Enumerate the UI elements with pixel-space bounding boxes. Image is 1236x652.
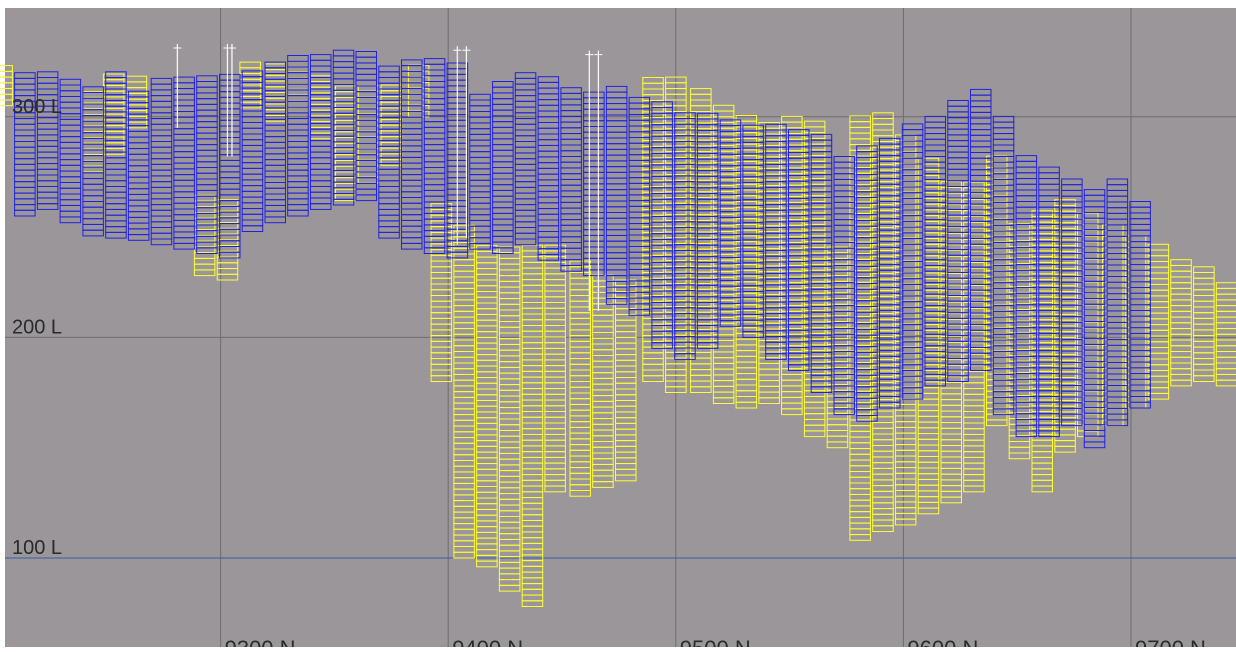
y-tick-labels: 300 L 200 L 100 L <box>12 96 62 559</box>
x-tick-label-4: 9600 N <box>907 636 978 647</box>
yellow-block-713 <box>665 76 687 84</box>
blue-block-277 <box>219 73 241 81</box>
yellow-block-970 <box>781 115 803 123</box>
blue-block-1252 <box>856 145 878 153</box>
yellow-block-1207 <box>872 112 894 120</box>
blue-block-755 <box>583 91 605 99</box>
blue-block-155 <box>127 90 150 98</box>
blue-block-1640 <box>1038 166 1060 174</box>
yellow-block-1584 <box>1031 210 1053 218</box>
yellow-block-1134 <box>849 115 871 123</box>
yellow-block-605 <box>615 279 637 287</box>
yellow-block-1535 <box>1008 223 1031 230</box>
yellow-block-1781 <box>1170 259 1192 266</box>
blue-block-1114 <box>788 129 810 136</box>
blue-block-100 <box>82 86 104 94</box>
blue-block-1544 <box>992 115 1015 123</box>
blue-block-441 <box>355 51 377 58</box>
blue-block-691 <box>537 76 560 83</box>
x-tick-label-1: 9300 N <box>225 636 296 647</box>
blue-block-49 <box>36 71 59 79</box>
yellow-block-270 <box>453 224 475 232</box>
blue-block-1204 <box>833 156 855 163</box>
yellow-block-1393 <box>940 181 962 188</box>
x-tick-label-3: 9500 N <box>680 636 751 647</box>
blue-block-333 <box>264 61 286 69</box>
blue-block-1299 <box>879 137 901 145</box>
y-tick-label-2: 200 L <box>12 316 62 338</box>
blue-block-1072 <box>765 123 787 131</box>
blue-block-1492 <box>970 88 992 96</box>
blue-block-1031 <box>742 124 764 132</box>
blue-block-184 <box>150 77 173 85</box>
blue-block-1728 <box>1083 189 1106 196</box>
blue-block-994 <box>719 119 742 127</box>
blue-block-874 <box>651 101 673 109</box>
x-tick-label-5: 9700 N <box>1135 636 1206 647</box>
yellow-block-1025 <box>803 120 826 128</box>
blue-block-1771 <box>1106 178 1129 186</box>
blue-block-1593 <box>1015 155 1038 162</box>
blue-block-305 <box>241 70 264 78</box>
yellow-block-1447 <box>963 181 985 189</box>
blue-block-1347 <box>901 123 924 131</box>
yellow-block-1801 <box>1193 266 1215 273</box>
yellow-block-658 <box>642 77 664 84</box>
blue-block-793 <box>605 85 628 93</box>
blue-block-723 <box>560 87 582 94</box>
blue-block-1394 <box>924 115 946 123</box>
blue-block-1443 <box>947 100 969 107</box>
blue-block-1683 <box>1061 178 1083 186</box>
yellow-block-386 <box>498 246 521 254</box>
blue-block-129 <box>105 71 127 79</box>
yellow-block-326 <box>476 245 498 252</box>
blue-block-1159 <box>810 133 833 141</box>
y-tick-label-3: 100 L <box>12 537 62 559</box>
yellow-block-1819 <box>1215 282 1236 289</box>
yellow-block-818 <box>712 104 735 112</box>
blue-block-958 <box>696 112 719 120</box>
blue-block-1807 <box>1129 201 1151 208</box>
yellow-block-1628 <box>1054 199 1076 206</box>
yellow-block-1060 <box>826 246 849 254</box>
x-tick-label-2: 9400 N <box>452 636 523 647</box>
blue-block-214 <box>173 76 195 84</box>
yellow-block-91 <box>239 61 261 69</box>
blue-block-504 <box>401 59 423 67</box>
yellow-block-series <box>0 60 1236 607</box>
yellow-block-46 <box>102 73 125 81</box>
y-tick-label-1: 300 L <box>12 96 62 118</box>
blue-block-415 <box>332 49 355 57</box>
drillhole-traces <box>173 44 603 311</box>
blue-block-659 <box>514 72 537 79</box>
blue-block-599 <box>469 93 491 101</box>
blue-block-74 <box>59 78 82 86</box>
yellow-block-869 <box>735 115 758 122</box>
blue-block-361 <box>287 55 309 62</box>
blue-block-917 <box>674 112 696 120</box>
blue-block-538 <box>423 58 446 65</box>
yellow-block-766 <box>690 88 712 95</box>
blue-block-25 <box>14 72 36 79</box>
blue-block-831 <box>628 96 651 104</box>
blue-block-388 <box>310 54 332 61</box>
blue-block-245 <box>196 75 218 83</box>
blue-block-629 <box>492 81 514 88</box>
yellow-block-18 <box>0 65 13 72</box>
yellow-block-1337 <box>917 157 940 165</box>
blue-block-series <box>14 49 1151 449</box>
blue-block-471 <box>378 65 400 73</box>
